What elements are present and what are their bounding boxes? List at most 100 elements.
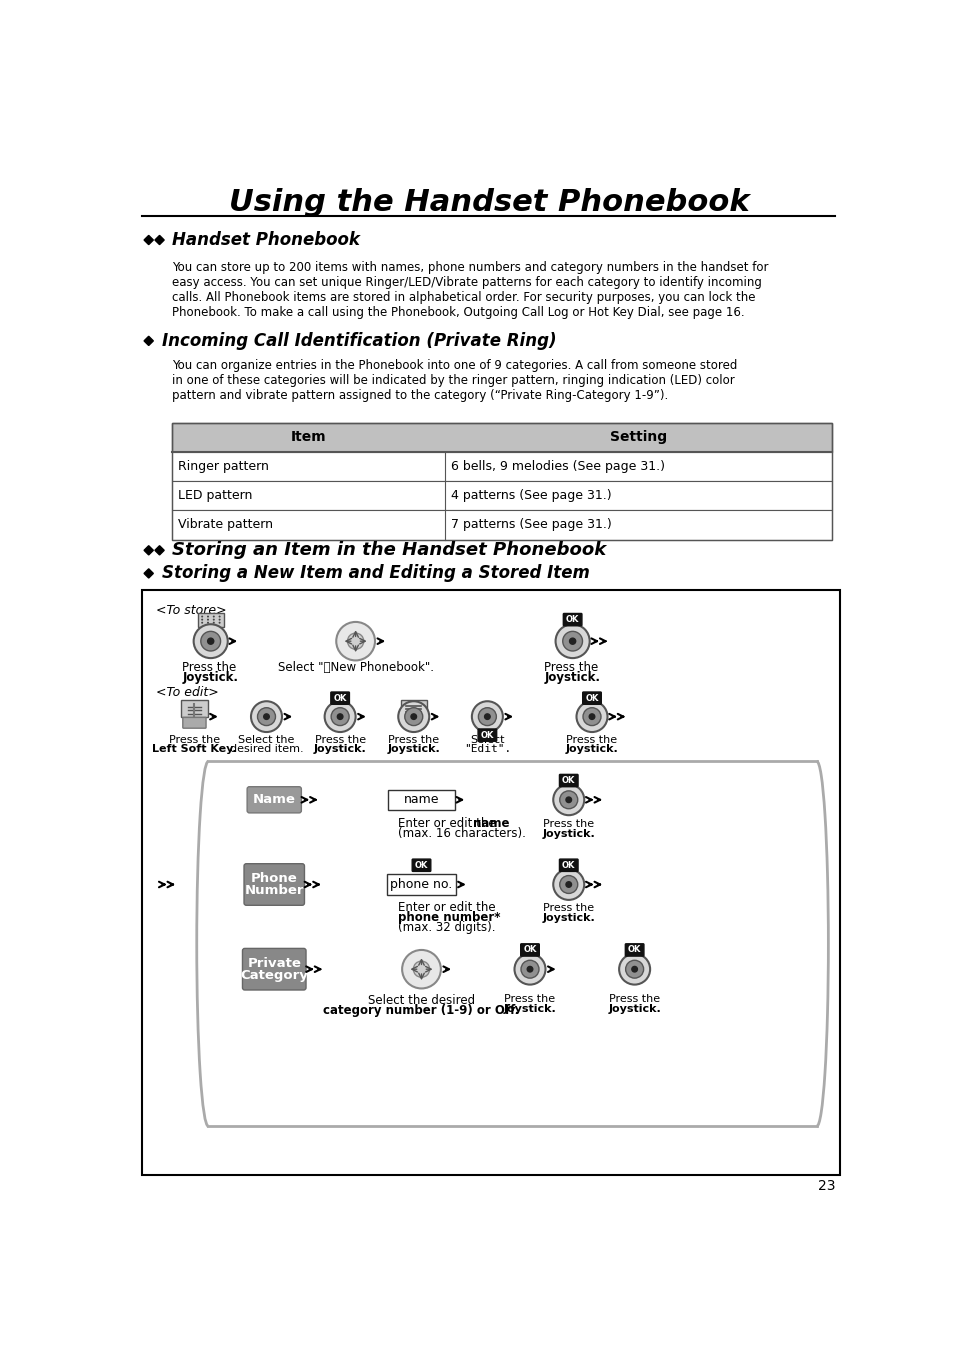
Circle shape <box>559 876 578 894</box>
Polygon shape <box>144 337 153 346</box>
Circle shape <box>200 631 220 652</box>
Circle shape <box>402 950 440 988</box>
Circle shape <box>193 625 228 658</box>
FancyBboxPatch shape <box>142 589 840 1175</box>
Circle shape <box>207 622 209 623</box>
Circle shape <box>477 707 496 726</box>
Text: Private: Private <box>247 957 301 969</box>
FancyBboxPatch shape <box>386 875 456 895</box>
Text: LED pattern: LED pattern <box>178 489 253 502</box>
Circle shape <box>331 707 349 726</box>
Text: Press the: Press the <box>181 661 239 675</box>
Text: 23: 23 <box>817 1179 835 1194</box>
Text: Press the: Press the <box>542 819 594 829</box>
Text: Press the: Press the <box>566 735 617 745</box>
Text: desired item.: desired item. <box>230 745 303 754</box>
Text: Item: Item <box>291 430 326 443</box>
Text: Joystick.: Joystick. <box>183 671 238 684</box>
Text: You can store up to 200 items with names, phone numbers and category numbers in : You can store up to 200 items with names… <box>172 261 768 319</box>
Circle shape <box>207 619 209 621</box>
Circle shape <box>589 714 594 719</box>
Text: Select the desired: Select the desired <box>368 994 475 1007</box>
Circle shape <box>208 638 213 645</box>
Text: Setting: Setting <box>609 430 666 443</box>
Text: Press the: Press the <box>169 735 220 745</box>
Text: OK: OK <box>627 945 640 955</box>
Polygon shape <box>144 235 153 245</box>
Circle shape <box>553 784 583 815</box>
Circle shape <box>631 967 637 972</box>
FancyBboxPatch shape <box>172 481 831 510</box>
Text: Joystick.: Joystick. <box>387 745 439 754</box>
Circle shape <box>324 702 355 731</box>
Text: phone number*: phone number* <box>397 911 500 925</box>
Circle shape <box>201 622 203 623</box>
Circle shape <box>218 622 220 623</box>
Circle shape <box>404 707 422 726</box>
Text: OK: OK <box>415 861 428 869</box>
Text: Press the: Press the <box>314 735 365 745</box>
Text: Ringer pattern: Ringer pattern <box>178 460 269 473</box>
Circle shape <box>520 960 538 977</box>
Polygon shape <box>144 546 153 554</box>
Text: name: name <box>403 794 438 806</box>
FancyBboxPatch shape <box>172 510 831 539</box>
Circle shape <box>201 615 203 618</box>
Text: phone no.: phone no. <box>390 877 452 891</box>
Text: Joystick.: Joystick. <box>565 745 618 754</box>
FancyBboxPatch shape <box>400 700 427 718</box>
Circle shape <box>562 631 582 652</box>
Text: Joystick.: Joystick. <box>314 745 366 754</box>
FancyBboxPatch shape <box>412 859 431 872</box>
Text: name: name <box>473 817 510 830</box>
FancyBboxPatch shape <box>244 864 304 906</box>
Circle shape <box>576 702 607 731</box>
FancyBboxPatch shape <box>624 944 643 956</box>
FancyBboxPatch shape <box>242 948 306 990</box>
Circle shape <box>213 622 214 623</box>
Text: Joystick.: Joystick. <box>608 1003 660 1014</box>
Text: OK: OK <box>480 730 494 740</box>
Circle shape <box>213 615 214 618</box>
Text: Phone: Phone <box>251 872 297 884</box>
Text: 4 patterns (See page 31.): 4 patterns (See page 31.) <box>451 489 611 502</box>
Text: Joystick.: Joystick. <box>542 913 595 923</box>
Text: Press the: Press the <box>388 735 438 745</box>
Circle shape <box>472 702 502 731</box>
Circle shape <box>565 882 571 887</box>
FancyBboxPatch shape <box>331 692 349 704</box>
Text: Vibrate pattern: Vibrate pattern <box>178 518 273 531</box>
FancyBboxPatch shape <box>582 692 600 704</box>
Circle shape <box>569 638 575 645</box>
FancyBboxPatch shape <box>562 614 581 626</box>
Circle shape <box>582 707 600 726</box>
Circle shape <box>411 714 416 719</box>
Text: Press the: Press the <box>608 994 659 1003</box>
Polygon shape <box>154 546 164 554</box>
Text: Joystick.: Joystick. <box>503 1003 556 1014</box>
Circle shape <box>484 714 490 719</box>
FancyBboxPatch shape <box>181 700 208 718</box>
Text: You can organize entries in the Phonebook into one of 9 categories. A call from : You can organize entries in the Phoneboo… <box>172 360 737 403</box>
Circle shape <box>555 625 589 658</box>
Text: Select "⬜New Phonebook".: Select "⬜New Phonebook". <box>277 661 434 675</box>
Circle shape <box>625 960 643 977</box>
Text: <To edit>: <To edit> <box>156 685 219 699</box>
FancyBboxPatch shape <box>197 612 224 626</box>
Text: 6 bells, 9 melodies (See page 31.): 6 bells, 9 melodies (See page 31.) <box>451 460 664 473</box>
Text: OK: OK <box>334 694 347 703</box>
Text: Press the: Press the <box>543 661 601 675</box>
Circle shape <box>337 714 342 719</box>
Text: <To store>: <To store> <box>156 604 227 618</box>
Text: Name: Name <box>253 794 295 806</box>
Text: OK: OK <box>565 615 578 625</box>
Text: Joystick.: Joystick. <box>544 671 600 684</box>
Circle shape <box>397 702 429 731</box>
Text: Storing an Item in the Handset Phonebook: Storing an Item in the Handset Phonebook <box>172 541 605 560</box>
Polygon shape <box>154 235 164 245</box>
Text: Enter or edit the: Enter or edit the <box>397 817 499 830</box>
FancyBboxPatch shape <box>558 859 578 872</box>
Circle shape <box>257 707 275 726</box>
Text: Number: Number <box>244 884 304 898</box>
Text: OK: OK <box>561 776 575 786</box>
